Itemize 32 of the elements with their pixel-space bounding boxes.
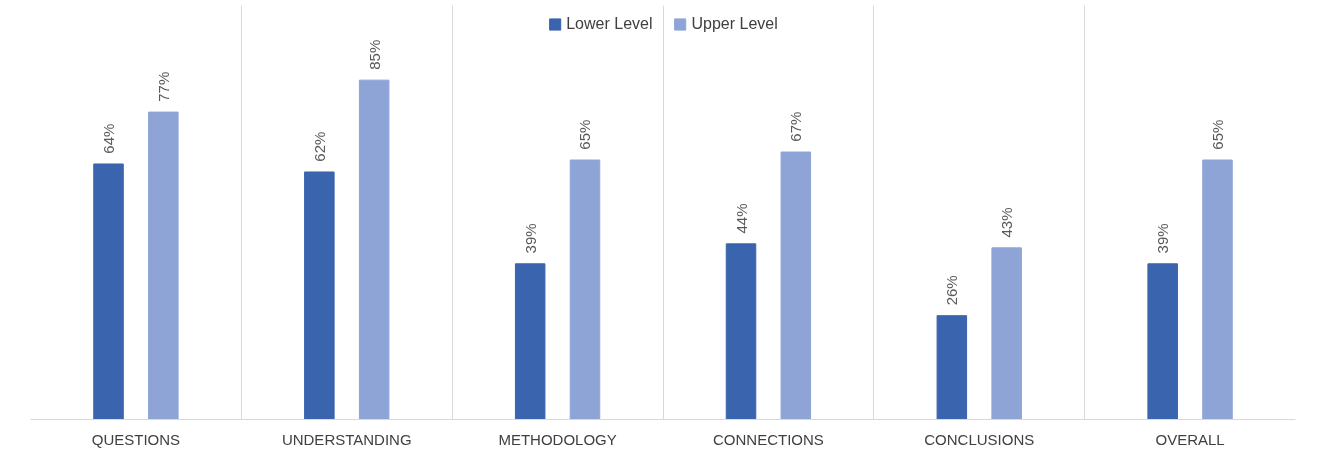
bar [936,315,968,420]
x-tick-label: QUESTIONS [91,430,181,448]
data-label: 85% [365,39,383,70]
data-label: 62% [310,131,328,162]
bar [569,159,601,420]
data-label: 65% [576,119,594,150]
bar [1147,263,1178,420]
legend-label: Upper Level [691,15,778,33]
x-tick-label: OVERALL [1155,430,1225,448]
bar [780,151,812,420]
x-tick-label: UNDERSTANDING [281,430,412,448]
bar [93,163,124,420]
data-label: 65% [1208,119,1226,150]
bar [358,79,390,420]
bar [991,247,1022,420]
bar [514,263,546,420]
data-label: 67% [787,111,805,142]
bar [1202,159,1233,420]
bar [304,171,335,420]
x-tick-label: CONNECTIONS [713,430,824,448]
data-label: 39% [521,223,539,254]
data-label: 26% [943,275,961,306]
legend-label: Lower Level [566,15,653,33]
data-label: 44% [732,203,750,234]
data-label: 64% [100,123,118,154]
data-label: 77% [154,71,172,102]
bar [148,111,179,420]
x-tick-label: CONCLUSIONS [924,430,1035,448]
data-label: 43% [998,207,1016,238]
bar [725,243,757,420]
data-label: 39% [1154,223,1172,254]
x-tick-label: METHODOLOGY [498,430,617,448]
